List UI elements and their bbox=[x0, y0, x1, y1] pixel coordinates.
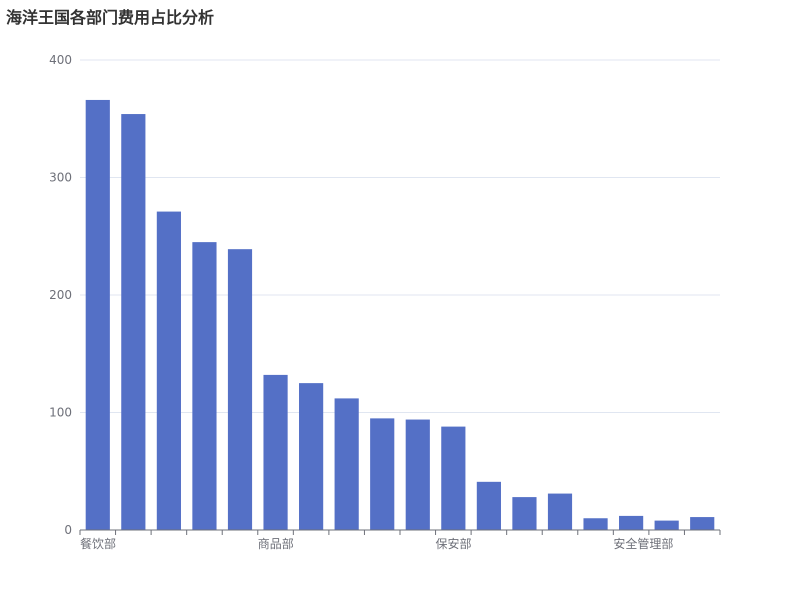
bar-15 bbox=[619, 515, 644, 530]
bar-0 bbox=[85, 99, 110, 530]
bar-13 bbox=[547, 493, 573, 530]
y-tick-label: 400 bbox=[49, 53, 72, 67]
x-tick-label: 保安部 bbox=[436, 536, 472, 551]
y-tick-label: 100 bbox=[49, 406, 72, 420]
bar-7 bbox=[334, 398, 359, 530]
x-tick-label: 餐饮部 bbox=[80, 536, 116, 551]
bar-12 bbox=[512, 497, 537, 530]
x-tick-label: 商品部 bbox=[258, 536, 294, 551]
bar-2 bbox=[156, 211, 181, 530]
axes bbox=[79, 529, 721, 535]
bar-11 bbox=[476, 481, 501, 530]
bar-5 bbox=[263, 374, 288, 530]
bar-4 bbox=[227, 249, 253, 531]
tick-labels: 0 100 200 300 400 餐饮部 商品部 保安部 安全管理部 bbox=[49, 53, 673, 551]
grid-lines bbox=[80, 59, 720, 413]
bar-16 bbox=[654, 520, 679, 530]
bar-10 bbox=[441, 426, 466, 530]
bars bbox=[85, 99, 715, 531]
bar-6 bbox=[299, 383, 324, 530]
bar-17 bbox=[690, 517, 715, 530]
chart-title: 海洋王国各部门费用占比分析 bbox=[6, 8, 215, 27]
bar-9 bbox=[405, 419, 430, 530]
bar-1 bbox=[121, 114, 146, 531]
y-tick-label: 200 bbox=[49, 288, 72, 302]
y-tick-label: 300 bbox=[49, 171, 72, 185]
bar-14 bbox=[583, 518, 608, 530]
x-tick-label: 安全管理部 bbox=[613, 536, 673, 551]
bar-8 bbox=[370, 418, 395, 530]
bar-3 bbox=[192, 242, 217, 530]
y-tick-label: 0 bbox=[64, 523, 72, 537]
